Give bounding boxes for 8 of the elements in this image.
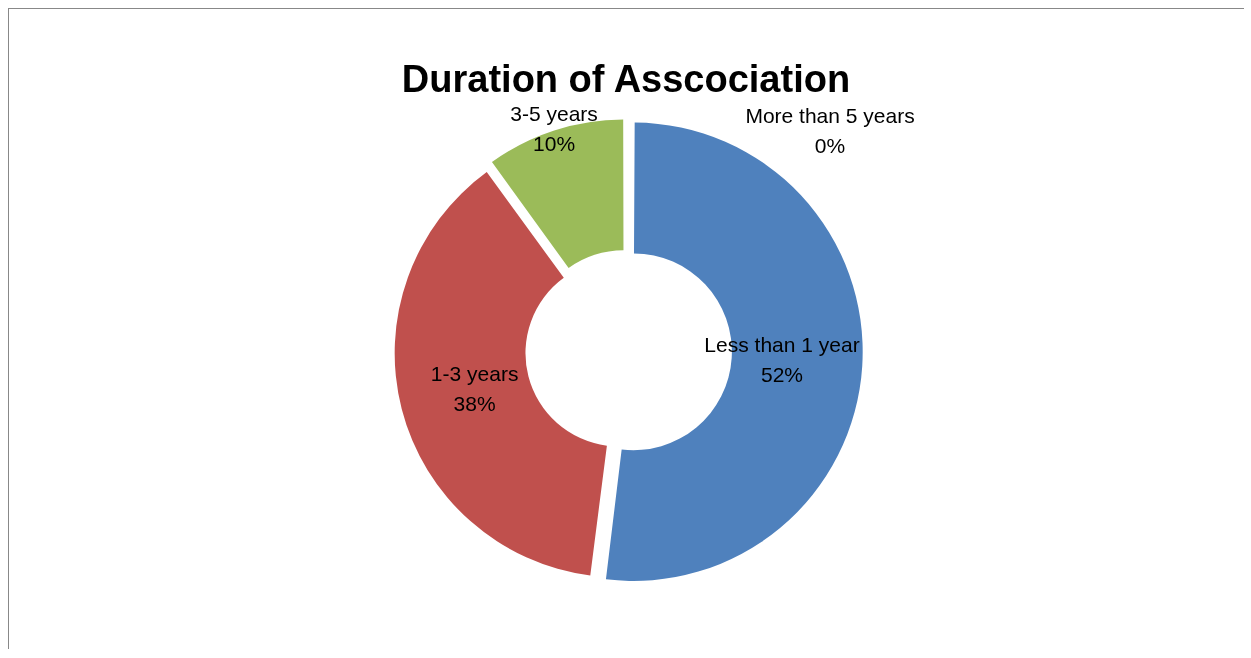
chart-title: Duration of Asscociation — [401, 58, 851, 101]
data-label: 38% — [453, 391, 496, 415]
slice-label: 1-3 years — [430, 361, 519, 385]
text: 0% — [814, 134, 846, 158]
data-label: 52% — [760, 362, 804, 386]
data-label: 10% — [533, 131, 576, 155]
category-label: More than 5 years — [745, 104, 915, 128]
slice-label: 3-5 years — [510, 101, 598, 125]
